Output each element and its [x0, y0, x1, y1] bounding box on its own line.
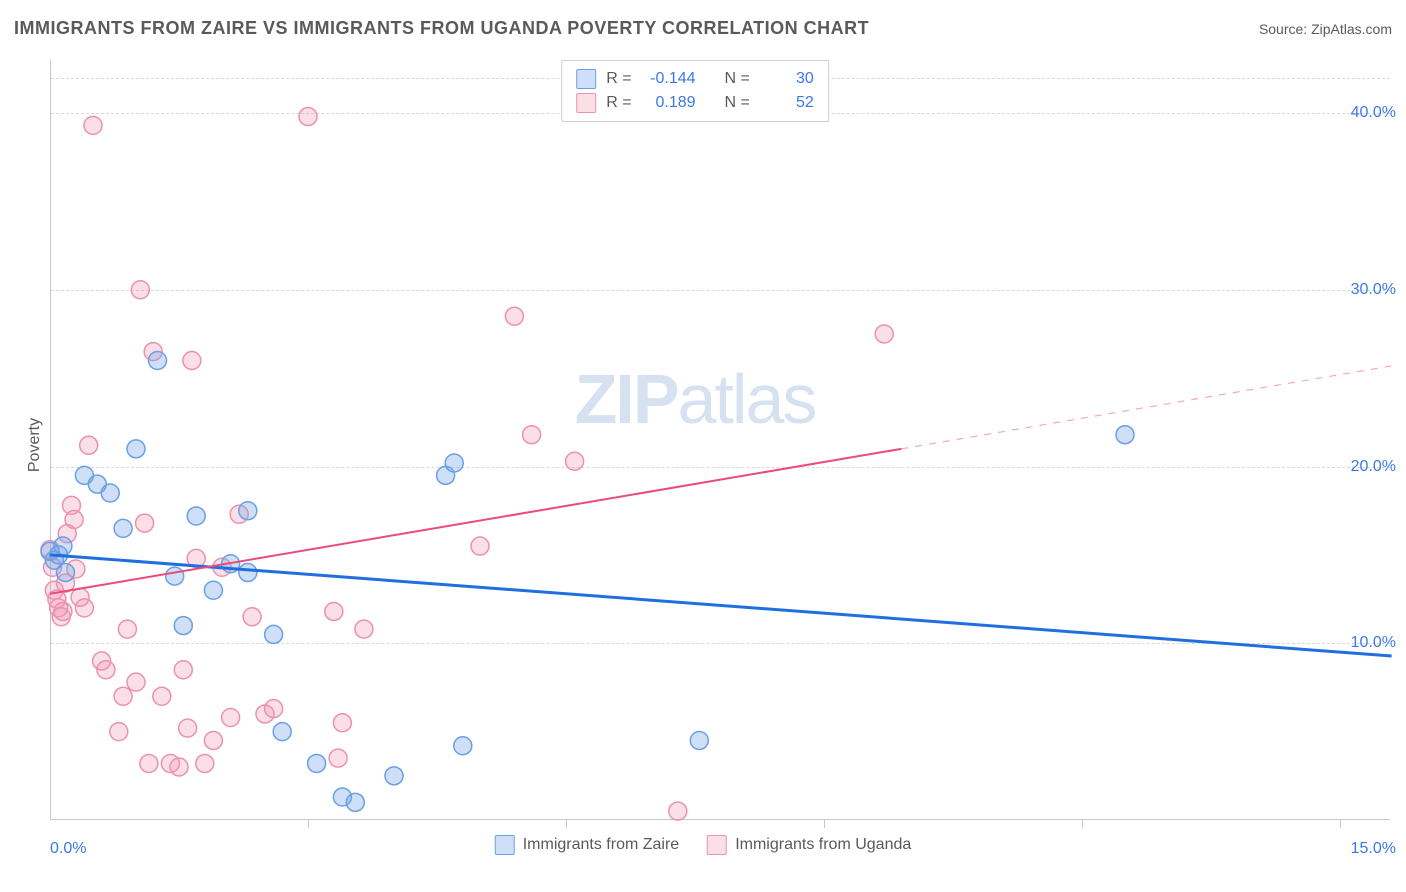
plot-area: Poverty ZIPatlas 10.0%20.0%30.0%40.0% 0.…: [50, 60, 1340, 830]
data-point-uganda: [243, 608, 261, 626]
swatch-uganda-2: [707, 835, 727, 855]
data-point-zaire: [127, 440, 145, 458]
data-point-uganda: [325, 602, 343, 620]
data-point-uganda: [127, 673, 145, 691]
data-point-zaire: [273, 723, 291, 741]
data-point-zaire: [114, 519, 132, 537]
data-point-uganda: [170, 758, 188, 776]
r-label: R =: [606, 70, 631, 88]
source-prefix: Source:: [1259, 21, 1311, 37]
data-point-zaire: [166, 567, 184, 585]
n-label-2: N =: [724, 94, 749, 112]
data-point-uganda: [65, 511, 83, 529]
chart-source: Source: ZipAtlas.com: [1259, 21, 1392, 37]
data-point-uganda: [265, 700, 283, 718]
data-point-zaire: [149, 351, 167, 369]
data-point-uganda: [222, 708, 240, 726]
swatch-uganda: [576, 93, 596, 113]
data-point-zaire: [204, 581, 222, 599]
source-name: ZipAtlas.com: [1311, 21, 1392, 37]
y-axis-label: Poverty: [26, 418, 44, 472]
r-value-uganda: 0.189: [642, 94, 696, 112]
data-point-uganda: [471, 537, 489, 555]
data-point-uganda: [131, 281, 149, 299]
data-point-zaire: [239, 564, 257, 582]
data-point-uganda: [75, 599, 93, 617]
series-label-zaire: Immigrants from Zaire: [523, 836, 679, 854]
data-point-uganda: [875, 325, 893, 343]
data-point-uganda: [136, 514, 154, 532]
r-value-zaire: -0.144: [642, 70, 696, 88]
chart-title: IMMIGRANTS FROM ZAIRE VS IMMIGRANTS FROM…: [14, 18, 869, 39]
data-point-uganda: [54, 602, 72, 620]
swatch-zaire-2: [495, 835, 515, 855]
data-point-zaire: [445, 454, 463, 472]
legend-row-zaire: R = -0.144 N = 30: [576, 67, 814, 91]
n-value-uganda: 52: [760, 94, 814, 112]
data-point-zaire: [265, 625, 283, 643]
data-point-uganda: [505, 307, 523, 325]
swatch-zaire: [576, 69, 596, 89]
data-point-uganda: [110, 723, 128, 741]
legend-stats: R = -0.144 N = 30 R = 0.189 N = 52: [561, 60, 829, 122]
data-point-uganda: [669, 802, 687, 820]
regression-line-uganda-dashed: [901, 366, 1391, 449]
data-point-uganda: [299, 108, 317, 126]
data-point-uganda: [183, 351, 201, 369]
data-point-uganda: [118, 620, 136, 638]
data-point-uganda: [140, 754, 158, 772]
data-point-uganda: [179, 719, 197, 737]
data-point-uganda: [84, 116, 102, 134]
chart-header: IMMIGRANTS FROM ZAIRE VS IMMIGRANTS FROM…: [14, 18, 1392, 39]
data-point-zaire: [187, 507, 205, 525]
regression-line-uganda-solid: [50, 449, 901, 594]
data-point-uganda: [174, 661, 192, 679]
data-point-zaire: [1116, 426, 1134, 444]
xtick-label-left: 0.0%: [50, 840, 86, 858]
data-point-uganda: [523, 426, 541, 444]
data-point-zaire: [346, 793, 364, 811]
data-point-uganda: [333, 714, 351, 732]
data-point-zaire: [454, 737, 472, 755]
legend-item-zaire: Immigrants from Zaire: [495, 835, 679, 855]
xtick: [1340, 820, 1341, 828]
data-point-uganda: [153, 687, 171, 705]
data-point-zaire: [174, 617, 192, 635]
data-point-uganda: [204, 731, 222, 749]
data-point-uganda: [566, 452, 584, 470]
data-point-zaire: [101, 484, 119, 502]
data-point-uganda: [80, 436, 98, 454]
scatter-plot-svg: [50, 60, 1340, 830]
data-point-zaire: [56, 564, 74, 582]
data-point-uganda: [355, 620, 373, 638]
legend-series: Immigrants from Zaire Immigrants from Ug…: [495, 835, 912, 855]
data-point-uganda: [114, 687, 132, 705]
data-point-zaire: [690, 731, 708, 749]
n-value-zaire: 30: [760, 70, 814, 88]
n-label: N =: [724, 70, 749, 88]
r-label-2: R =: [606, 94, 631, 112]
series-label-uganda: Immigrants from Uganda: [735, 836, 911, 854]
xtick-label-right: 15.0%: [1351, 840, 1396, 858]
regression-line-zaire: [50, 555, 1392, 656]
data-point-uganda: [97, 661, 115, 679]
data-point-uganda: [329, 749, 347, 767]
data-point-zaire: [385, 767, 403, 785]
data-point-uganda: [196, 754, 214, 772]
data-point-zaire: [308, 754, 326, 772]
data-point-zaire: [239, 502, 257, 520]
legend-row-uganda: R = 0.189 N = 52: [576, 91, 814, 115]
data-point-zaire: [54, 537, 72, 555]
legend-item-uganda: Immigrants from Uganda: [707, 835, 911, 855]
